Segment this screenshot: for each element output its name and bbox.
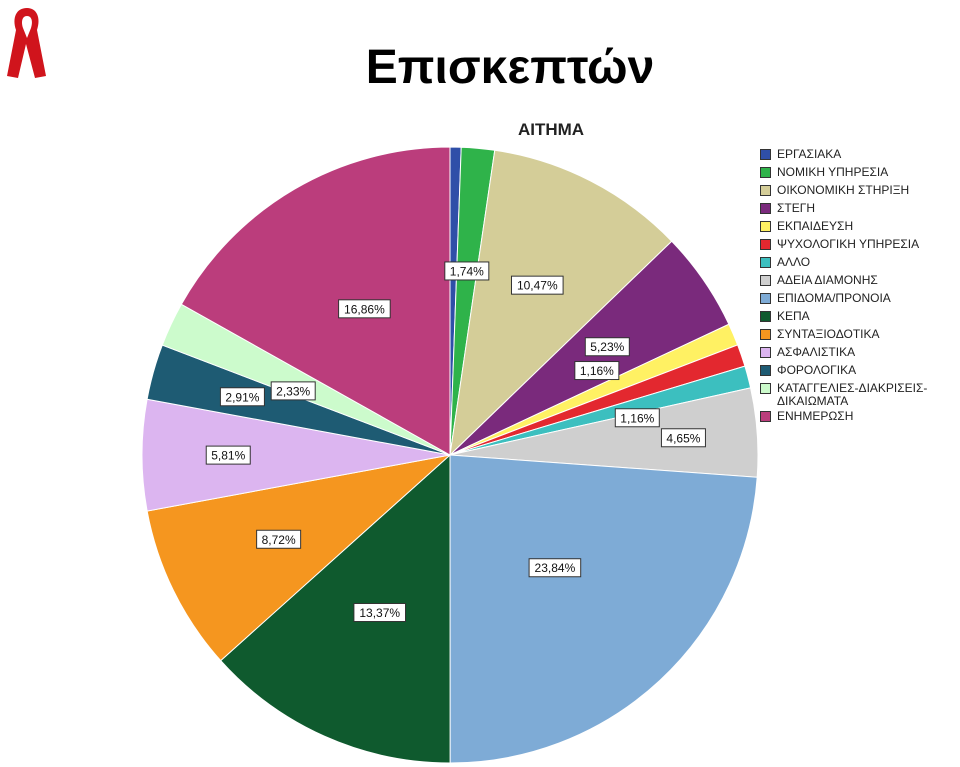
legend-item-4: ΣΤΕΓΗ (760, 201, 960, 219)
legend-item-12: ΑΣΦΑΛΙΣΤΙΚΑ (760, 345, 960, 363)
data-label-2: 1,74% (445, 262, 489, 280)
legend-label: ΚΑΤΑΓΓΕΛΙΕΣ-ΔΙΑΚΡΙΣΕΙΣ-ΔΙΚΑΙΩΜΑΤΑ (777, 382, 960, 408)
svg-text:2,33%: 2,33% (276, 384, 310, 398)
data-label-14: 2,33% (271, 382, 315, 400)
legend-item-2: ΝΟΜΙΚΗ ΥΠΗΡΕΣΙΑ (760, 165, 960, 183)
legend-label: ΣΤΕΓΗ (777, 202, 960, 215)
legend-swatch (760, 239, 771, 250)
legend-label: ΕΚΠΑΙΔΕΥΣΗ (777, 220, 960, 233)
data-label-11: 8,72% (257, 530, 301, 548)
svg-text:1,16%: 1,16% (620, 411, 654, 425)
data-label-9: 23,84% (529, 559, 581, 577)
legend-swatch (760, 383, 771, 394)
legend-item-7: ΑΛΛΟ (760, 255, 960, 273)
data-label-7: 1,16% (615, 409, 659, 427)
chart-title: ΑΙΤΗΜΑ (518, 120, 584, 139)
legend-swatch (760, 365, 771, 376)
legend-label: ΕΝΗΜΕΡΩΣΗ (777, 410, 960, 423)
legend-item-14: ΚΑΤΑΓΓΕΛΙΕΣ-ΔΙΑΚΡΙΣΕΙΣ-ΔΙΚΑΙΩΜΑΤΑ (760, 381, 960, 409)
data-label-4: 5,23% (585, 338, 629, 356)
svg-text:1,16%: 1,16% (580, 364, 614, 378)
legend-label: ΚΕΠΑ (777, 310, 960, 323)
legend-label: ΣΥΝΤΑΞΙΟΔΟΤΙΚΑ (777, 328, 960, 341)
legend-swatch (760, 411, 771, 422)
legend-item-3: ΟΙΚΟΝΟΜΙΚΗ ΣΤΗΡΙΞΗ (760, 183, 960, 201)
legend-swatch (760, 329, 771, 340)
legend-swatch (760, 221, 771, 232)
legend-label: ΨΥΧΟΛΟΓΙΚΗ ΥΠΗΡΕΣΙΑ (777, 238, 960, 251)
svg-text:8,72%: 8,72% (262, 533, 296, 547)
data-label-12: 5,81% (206, 446, 250, 464)
svg-text:5,23%: 5,23% (590, 340, 624, 354)
data-label-3: 10,47% (511, 276, 563, 294)
svg-text:10,47%: 10,47% (517, 279, 558, 293)
legend-label: ΕΡΓΑΣΙΑΚΑ (777, 148, 960, 161)
svg-text:2,91%: 2,91% (225, 390, 259, 404)
svg-text:23,84%: 23,84% (535, 561, 576, 575)
legend-label: ΑΛΛΟ (777, 256, 960, 269)
legend-item-5: ΕΚΠΑΙΔΕΥΣΗ (760, 219, 960, 237)
legend-swatch (760, 185, 771, 196)
data-label-15: 16,86% (339, 300, 391, 318)
svg-text:13,37%: 13,37% (359, 606, 400, 620)
legend-label: ΑΔΕΙΑ ΔΙΑΜΟΝΗΣ (777, 274, 960, 287)
data-label-5: 1,16% (575, 362, 619, 380)
legend-swatch (760, 257, 771, 268)
legend-item-13: ΦΟΡΟΛΟΓΙΚΑ (760, 363, 960, 381)
legend-label: ΝΟΜΙΚΗ ΥΠΗΡΕΣΙΑ (777, 166, 960, 179)
legend-label: ΦΟΡΟΛΟΓΙΚΑ (777, 364, 960, 377)
legend-item-1: ΕΡΓΑΣΙΑΚΑ (760, 147, 960, 165)
legend-swatch (760, 293, 771, 304)
legend-label: ΑΣΦΑΛΙΣΤΙΚΑ (777, 346, 960, 359)
legend-label: ΟΙΚΟΝΟΜΙΚΗ ΣΤΗΡΙΞΗ (777, 184, 960, 197)
legend-item-10: ΚΕΠΑ (760, 309, 960, 327)
legend-swatch (760, 167, 771, 178)
legend-swatch (760, 149, 771, 160)
data-label-13: 2,91% (220, 388, 264, 406)
data-label-8: 4,65% (661, 429, 705, 447)
data-label-10: 13,37% (354, 604, 406, 622)
svg-text:4,65%: 4,65% (666, 431, 700, 445)
legend-item-6: ΨΥΧΟΛΟΓΙΚΗ ΥΠΗΡΕΣΙΑ (760, 237, 960, 255)
legend-label: ΕΠΙΔΟΜΑ/ΠΡΟΝΟΙΑ (777, 292, 960, 305)
legend-swatch (760, 203, 771, 214)
legend-swatch (760, 311, 771, 322)
svg-text:1,74%: 1,74% (450, 264, 484, 278)
svg-text:16,86%: 16,86% (344, 302, 385, 316)
pie-slice-9 (450, 455, 757, 763)
legend-item-15: ΕΝΗΜΕΡΩΣΗ (760, 409, 960, 427)
legend-item-8: ΑΔΕΙΑ ΔΙΑΜΟΝΗΣ (760, 273, 960, 291)
legend-swatch (760, 275, 771, 286)
legend-item-11: ΣΥΝΤΑΞΙΟΔΟΤΙΚΑ (760, 327, 960, 345)
chart-legend: ΕΡΓΑΣΙΑΚΑ ΝΟΜΙΚΗ ΥΠΗΡΕΣΙΑ ΟΙΚΟΝΟΜΙΚΗ ΣΤΗΡΙ… (760, 147, 960, 427)
legend-item-9: ΕΠΙΔΟΜΑ/ΠΡΟΝΟΙΑ (760, 291, 960, 309)
svg-text:5,81%: 5,81% (211, 449, 245, 463)
legend-swatch (760, 347, 771, 358)
